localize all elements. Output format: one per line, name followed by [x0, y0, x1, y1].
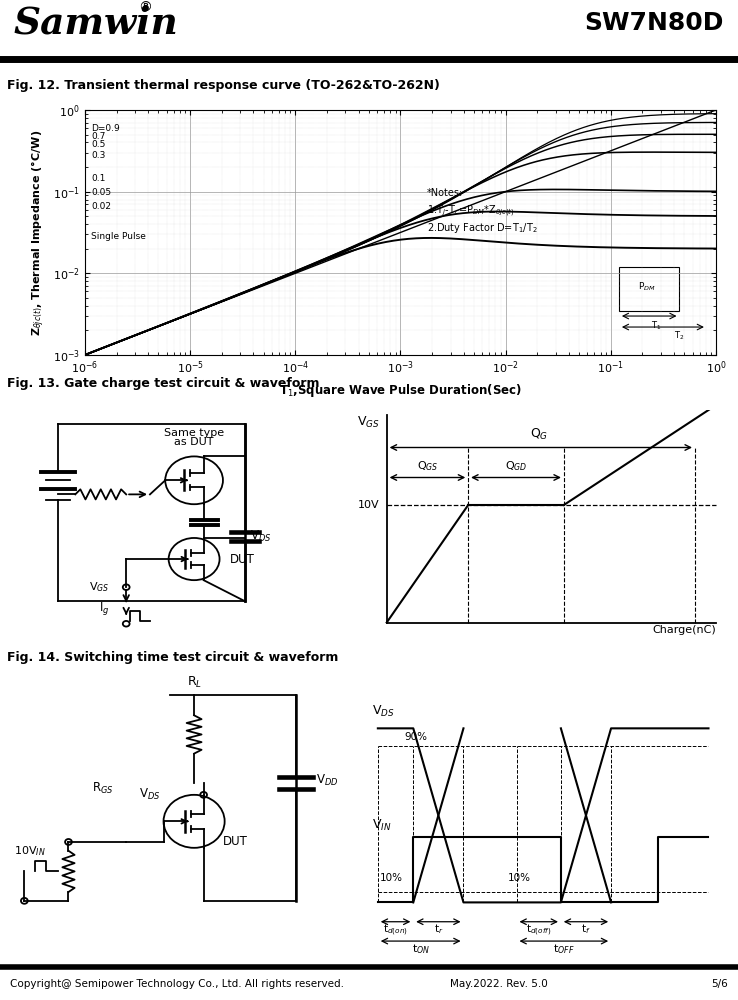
Text: 0.5: 0.5	[92, 140, 106, 149]
Text: t$_{d(on)}$: t$_{d(on)}$	[383, 923, 408, 938]
Text: V$_{GS}$: V$_{GS}$	[357, 415, 379, 430]
Text: 0.7: 0.7	[92, 132, 106, 141]
Text: 90%: 90%	[404, 732, 427, 742]
Text: Fig. 14. Switching time test circuit & waveform: Fig. 14. Switching time test circuit & w…	[7, 652, 339, 664]
Text: V$_{DS}$: V$_{DS}$	[250, 529, 272, 544]
Text: T$_2$: T$_2$	[675, 330, 685, 342]
Text: Fig. 12. Transient thermal response curve (TO-262&TO-262N): Fig. 12. Transient thermal response curv…	[7, 80, 441, 93]
Text: 0.05: 0.05	[92, 188, 111, 197]
Text: 5/6: 5/6	[711, 979, 728, 989]
Bar	[619, 267, 680, 311]
Text: 2.Duty Factor D=T$_1$/T$_2$: 2.Duty Factor D=T$_1$/T$_2$	[427, 221, 538, 235]
Text: V$_{DS}$: V$_{DS}$	[372, 704, 395, 719]
Text: t$_{d(off)}$: t$_{d(off)}$	[526, 923, 551, 938]
Text: Charge(nC): Charge(nC)	[652, 625, 716, 635]
Text: V$_{GS}$: V$_{GS}$	[89, 580, 109, 594]
Text: D=0.9: D=0.9	[92, 124, 120, 133]
Text: t$_f$: t$_f$	[581, 923, 591, 936]
Text: R$_L$: R$_L$	[187, 675, 201, 690]
Text: I$_g$: I$_g$	[99, 600, 109, 617]
Text: May.2022. Rev. 5.0: May.2022. Rev. 5.0	[450, 979, 548, 989]
Text: t$_{ON}$: t$_{ON}$	[412, 942, 430, 956]
Text: Copyright@ Semipower Technology Co., Ltd. All rights reserved.: Copyright@ Semipower Technology Co., Ltd…	[10, 979, 344, 989]
Text: 0.02: 0.02	[92, 202, 111, 211]
Text: t$_{OFF}$: t$_{OFF}$	[553, 942, 575, 956]
Text: T$_1$: T$_1$	[651, 319, 661, 332]
Text: 10V: 10V	[358, 500, 379, 510]
Text: Samwin: Samwin	[14, 4, 179, 41]
Text: Same type: Same type	[164, 428, 224, 438]
Text: 1.T$_j$-T$_c$=P$_{DM}$*Z$_{\theta jc(t)}$: 1.T$_j$-T$_c$=P$_{DM}$*Z$_{\theta jc(t)}…	[427, 203, 515, 219]
Text: Single Pulse: Single Pulse	[92, 232, 146, 241]
X-axis label: T$_1$,Square Wave Pulse Duration(Sec): T$_1$,Square Wave Pulse Duration(Sec)	[279, 382, 522, 399]
Text: *Notes:: *Notes:	[427, 188, 463, 198]
Text: V$_{DS}$: V$_{DS}$	[139, 787, 160, 802]
Text: DUT: DUT	[222, 835, 247, 848]
Text: P$_{DM}$: P$_{DM}$	[638, 281, 655, 293]
Text: 10%: 10%	[379, 873, 402, 883]
Y-axis label: Z$_{\theta jc(t)}$, Thermal Impedance (°C/W): Z$_{\theta jc(t)}$, Thermal Impedance (°…	[30, 129, 47, 336]
Text: R$_{GS}$: R$_{GS}$	[92, 781, 113, 796]
Text: as DUT: as DUT	[174, 437, 214, 447]
Text: Q$_{GS}$: Q$_{GS}$	[417, 459, 438, 473]
Text: ®: ®	[138, 1, 152, 15]
Text: V$_{DD}$: V$_{DD}$	[317, 773, 339, 788]
Text: 10V$_{IN}$: 10V$_{IN}$	[14, 844, 46, 858]
Text: Q$_{GD}$: Q$_{GD}$	[505, 459, 527, 473]
Text: Q$_G$: Q$_G$	[530, 426, 548, 442]
Text: Fig. 13. Gate charge test circuit & waveform: Fig. 13. Gate charge test circuit & wave…	[7, 376, 320, 389]
Text: DUT: DUT	[230, 553, 255, 566]
Text: V$_{IN}$: V$_{IN}$	[372, 817, 392, 833]
Text: 10%: 10%	[508, 873, 531, 883]
Text: t$_r$: t$_r$	[434, 923, 443, 936]
Text: 0.3: 0.3	[92, 151, 106, 160]
Text: SW7N80D: SW7N80D	[584, 11, 724, 35]
Text: 0.1: 0.1	[92, 174, 106, 183]
